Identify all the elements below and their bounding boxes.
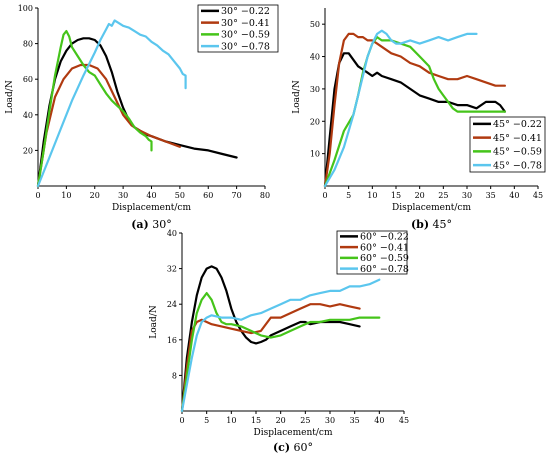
y-tick-label: 10	[310, 150, 320, 159]
y-tick-label: 8	[172, 371, 177, 380]
x-tick-label: 10	[367, 191, 377, 200]
legend-label: 60° −0.78	[360, 264, 409, 275]
legend-label: 45° −0.22	[493, 119, 542, 130]
x-tick-label: 0	[35, 191, 40, 200]
legend-box	[197, 4, 279, 53]
chart-b: 0 5 10 15 20 25 30 35 40 45 10 20 30 40 50 Displacement…	[292, 8, 546, 231]
panel-caption: (a) 30°	[131, 218, 172, 231]
y-tick-label: 20	[23, 146, 33, 155]
y-tick-label: 32	[167, 265, 177, 274]
x-tick-label: 5	[204, 416, 209, 425]
x-tick-label: 20	[276, 416, 286, 425]
x-tick-label: 20	[90, 191, 100, 200]
x-tick-label: 40	[146, 191, 156, 200]
y-tick-label: 40	[310, 53, 320, 62]
chart-a: 0 10 20 30 40 50 60 70 80 20 40 60 80 100 Displacement…	[5, 4, 279, 231]
x-tick-label: 0	[322, 191, 327, 200]
x-axis-label: Displacement/cm	[254, 428, 333, 438]
y-tick-label: 60	[23, 75, 33, 84]
panel-caption-angle: 30°	[149, 218, 172, 231]
x-tick-label: 0	[179, 416, 184, 425]
legend-label: 45° −0.78	[493, 160, 542, 171]
x-tick-label: 30	[325, 416, 335, 425]
x-tick-label: 5	[346, 191, 351, 200]
y-axis-label: Load/N	[5, 80, 15, 114]
series-line-1	[323, 52, 506, 188]
y-axis-label: Load/N	[292, 80, 302, 114]
legend-box	[469, 116, 546, 173]
y-tick-label: 20	[310, 117, 320, 126]
y-tick-label: 100	[18, 4, 33, 13]
y-tick-label: 30	[310, 85, 320, 94]
x-tick-label: 50	[175, 191, 185, 200]
panel-caption: (c) 60°	[273, 441, 313, 454]
y-tick-label: 40	[23, 111, 33, 120]
legend-label: 60° −0.59	[360, 253, 409, 264]
panel-caption-angle: 45°	[429, 218, 452, 231]
legend-box	[336, 230, 408, 275]
series-line-3	[180, 292, 381, 413]
y-tick-label: 24	[167, 300, 177, 309]
series-line-4	[180, 278, 381, 413]
x-tick-label: 25	[300, 416, 310, 425]
legend-label: 60° −0.22	[360, 232, 409, 243]
x-tick-label: 70	[232, 191, 242, 200]
x-tick-label: 60	[203, 191, 213, 200]
x-tick-label: 45	[533, 191, 543, 200]
series-line-2	[36, 63, 181, 188]
series-line-1	[180, 265, 361, 413]
legend-label: 60° −0.41	[360, 242, 409, 253]
legend-label: 30° −0.78	[221, 41, 270, 52]
series-line-2	[323, 32, 506, 188]
chart-c: 0 5 10 15 20 25 30 35 40 45 8 16 24 32 40 Displacement/…	[149, 229, 409, 454]
y-tick-label: 50	[310, 20, 320, 29]
series-line-4	[323, 29, 478, 188]
x-tick-label: 45	[399, 416, 409, 425]
x-axis-label: Displacement/cm	[112, 203, 191, 213]
x-tick-label: 10	[226, 416, 236, 425]
x-tick-label: 15	[391, 191, 401, 200]
series-line-4	[36, 19, 187, 188]
x-axis-label: Displacement/cm	[392, 203, 471, 213]
panel-caption: (b) 45°	[411, 218, 452, 231]
x-tick-label: 10	[61, 191, 71, 200]
panel-caption-letter: (c)	[273, 441, 290, 454]
legend-label: 30° −0.59	[221, 30, 270, 41]
panel-caption-letter: (b)	[411, 218, 429, 231]
x-tick-label: 30	[118, 191, 128, 200]
y-axis-label: Load/N	[149, 305, 159, 339]
x-tick-label: 35	[486, 191, 496, 200]
x-tick-label: 40	[509, 191, 519, 200]
y-tick-label: 80	[23, 40, 33, 49]
x-tick-label: 25	[438, 191, 448, 200]
x-tick-label: 20	[415, 191, 425, 200]
x-tick-label: 40	[374, 416, 384, 425]
panel-caption-letter: (a)	[131, 218, 149, 231]
panel-caption-angle: 60°	[290, 441, 313, 454]
legend-label: 45° −0.59	[493, 147, 542, 158]
x-tick-label: 35	[350, 416, 360, 425]
x-tick-label: 15	[251, 416, 261, 425]
y-tick-label: 40	[167, 229, 177, 238]
x-tick-label: 30	[462, 191, 472, 200]
series-line-3	[36, 30, 153, 188]
legend-label: 30° −0.22	[221, 6, 270, 17]
legend-label: 30° −0.41	[221, 18, 270, 29]
x-tick-label: 80	[260, 191, 270, 200]
y-tick-label: 16	[167, 336, 177, 345]
legend: 45° −0.22 45° −0.41 45° −0.59 45° −0.78	[469, 116, 546, 173]
legend-label: 45° −0.41	[493, 133, 542, 144]
